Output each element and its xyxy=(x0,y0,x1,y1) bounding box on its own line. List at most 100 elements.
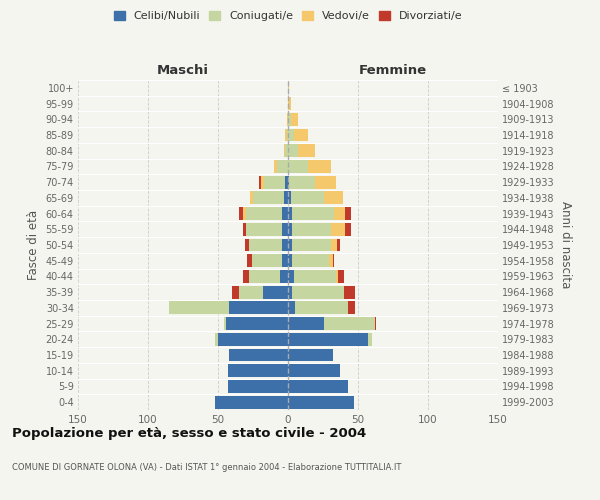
Y-axis label: Fasce di età: Fasce di età xyxy=(27,210,40,280)
Bar xyxy=(287,113,288,126)
Bar xyxy=(295,302,348,314)
Bar xyxy=(287,128,288,141)
Bar xyxy=(288,176,289,188)
Bar xyxy=(288,207,292,220)
Bar xyxy=(338,270,344,283)
Bar xyxy=(288,144,298,157)
Bar xyxy=(246,207,283,220)
Bar xyxy=(292,254,329,267)
Bar xyxy=(293,128,308,141)
Text: Femmine: Femmine xyxy=(359,64,427,77)
Bar xyxy=(264,176,285,188)
Bar xyxy=(291,192,325,204)
Bar xyxy=(218,333,288,345)
Bar xyxy=(331,223,346,235)
Bar xyxy=(346,223,351,235)
Bar xyxy=(262,176,264,188)
Bar xyxy=(169,302,229,314)
Bar xyxy=(246,223,283,235)
Bar xyxy=(283,207,288,220)
Bar xyxy=(288,396,354,408)
Bar xyxy=(292,286,344,298)
Bar xyxy=(215,333,218,345)
Text: COMUNE DI GORNATE OLONA (VA) - Dati ISTAT 1° gennaio 2004 - Elaborazione TUTTITA: COMUNE DI GORNATE OLONA (VA) - Dati ISTA… xyxy=(12,462,401,471)
Bar xyxy=(229,348,288,362)
Bar xyxy=(344,286,355,298)
Bar xyxy=(288,364,340,377)
Text: Maschi: Maschi xyxy=(157,64,209,77)
Bar xyxy=(288,317,325,330)
Bar xyxy=(288,270,293,283)
Bar xyxy=(337,238,340,252)
Bar xyxy=(243,223,246,235)
Bar xyxy=(284,144,285,157)
Bar xyxy=(333,254,334,267)
Bar xyxy=(245,238,249,252)
Bar xyxy=(288,160,308,173)
Bar xyxy=(285,128,287,141)
Bar xyxy=(249,238,283,252)
Bar xyxy=(251,254,283,267)
Bar xyxy=(247,254,251,267)
Bar xyxy=(250,192,253,204)
Bar xyxy=(263,286,288,298)
Bar xyxy=(259,176,262,188)
Text: Popolazione per età, sesso e stato civile - 2004: Popolazione per età, sesso e stato civil… xyxy=(12,428,366,440)
Bar xyxy=(288,238,292,252)
Bar xyxy=(289,176,314,188)
Bar xyxy=(291,113,298,126)
Bar xyxy=(288,254,292,267)
Bar xyxy=(283,223,288,235)
Legend: Celibi/Nubili, Coniugati/e, Vedovi/e, Divorziati/e: Celibi/Nubili, Coniugati/e, Vedovi/e, Di… xyxy=(113,10,463,21)
Bar xyxy=(239,207,243,220)
Bar xyxy=(285,176,288,188)
Bar xyxy=(288,113,291,126)
Bar xyxy=(284,192,288,204)
Bar xyxy=(288,223,292,235)
Bar xyxy=(288,333,368,345)
Bar xyxy=(288,82,289,94)
Bar xyxy=(375,317,376,330)
Bar xyxy=(253,192,284,204)
Bar xyxy=(239,286,263,298)
Bar xyxy=(288,128,293,141)
Bar xyxy=(228,364,288,377)
Bar xyxy=(285,144,288,157)
Bar xyxy=(226,317,288,330)
Bar xyxy=(293,270,335,283)
Bar xyxy=(243,207,246,220)
Bar xyxy=(249,270,280,283)
Bar xyxy=(334,207,346,220)
Bar xyxy=(335,270,338,283)
Bar xyxy=(224,317,226,330)
Bar xyxy=(368,333,372,345)
Bar xyxy=(228,380,288,393)
Bar xyxy=(325,317,375,330)
Bar xyxy=(288,97,291,110)
Bar xyxy=(288,192,291,204)
Bar xyxy=(331,238,337,252)
Bar xyxy=(229,302,288,314)
Bar xyxy=(232,286,239,298)
Bar xyxy=(288,348,333,362)
Bar xyxy=(314,176,335,188)
Bar xyxy=(292,238,331,252)
Bar xyxy=(288,380,348,393)
Bar xyxy=(292,207,334,220)
Bar xyxy=(283,254,288,267)
Bar xyxy=(277,160,288,173)
Bar xyxy=(346,207,351,220)
Bar xyxy=(329,254,333,267)
Bar xyxy=(288,286,292,298)
Bar xyxy=(308,160,331,173)
Bar xyxy=(292,223,331,235)
Bar xyxy=(215,396,288,408)
Bar xyxy=(274,160,277,173)
Bar xyxy=(325,192,343,204)
Bar xyxy=(298,144,314,157)
Bar xyxy=(243,270,249,283)
Bar xyxy=(283,238,288,252)
Bar xyxy=(280,270,288,283)
Bar xyxy=(348,302,355,314)
Y-axis label: Anni di nascita: Anni di nascita xyxy=(559,202,572,288)
